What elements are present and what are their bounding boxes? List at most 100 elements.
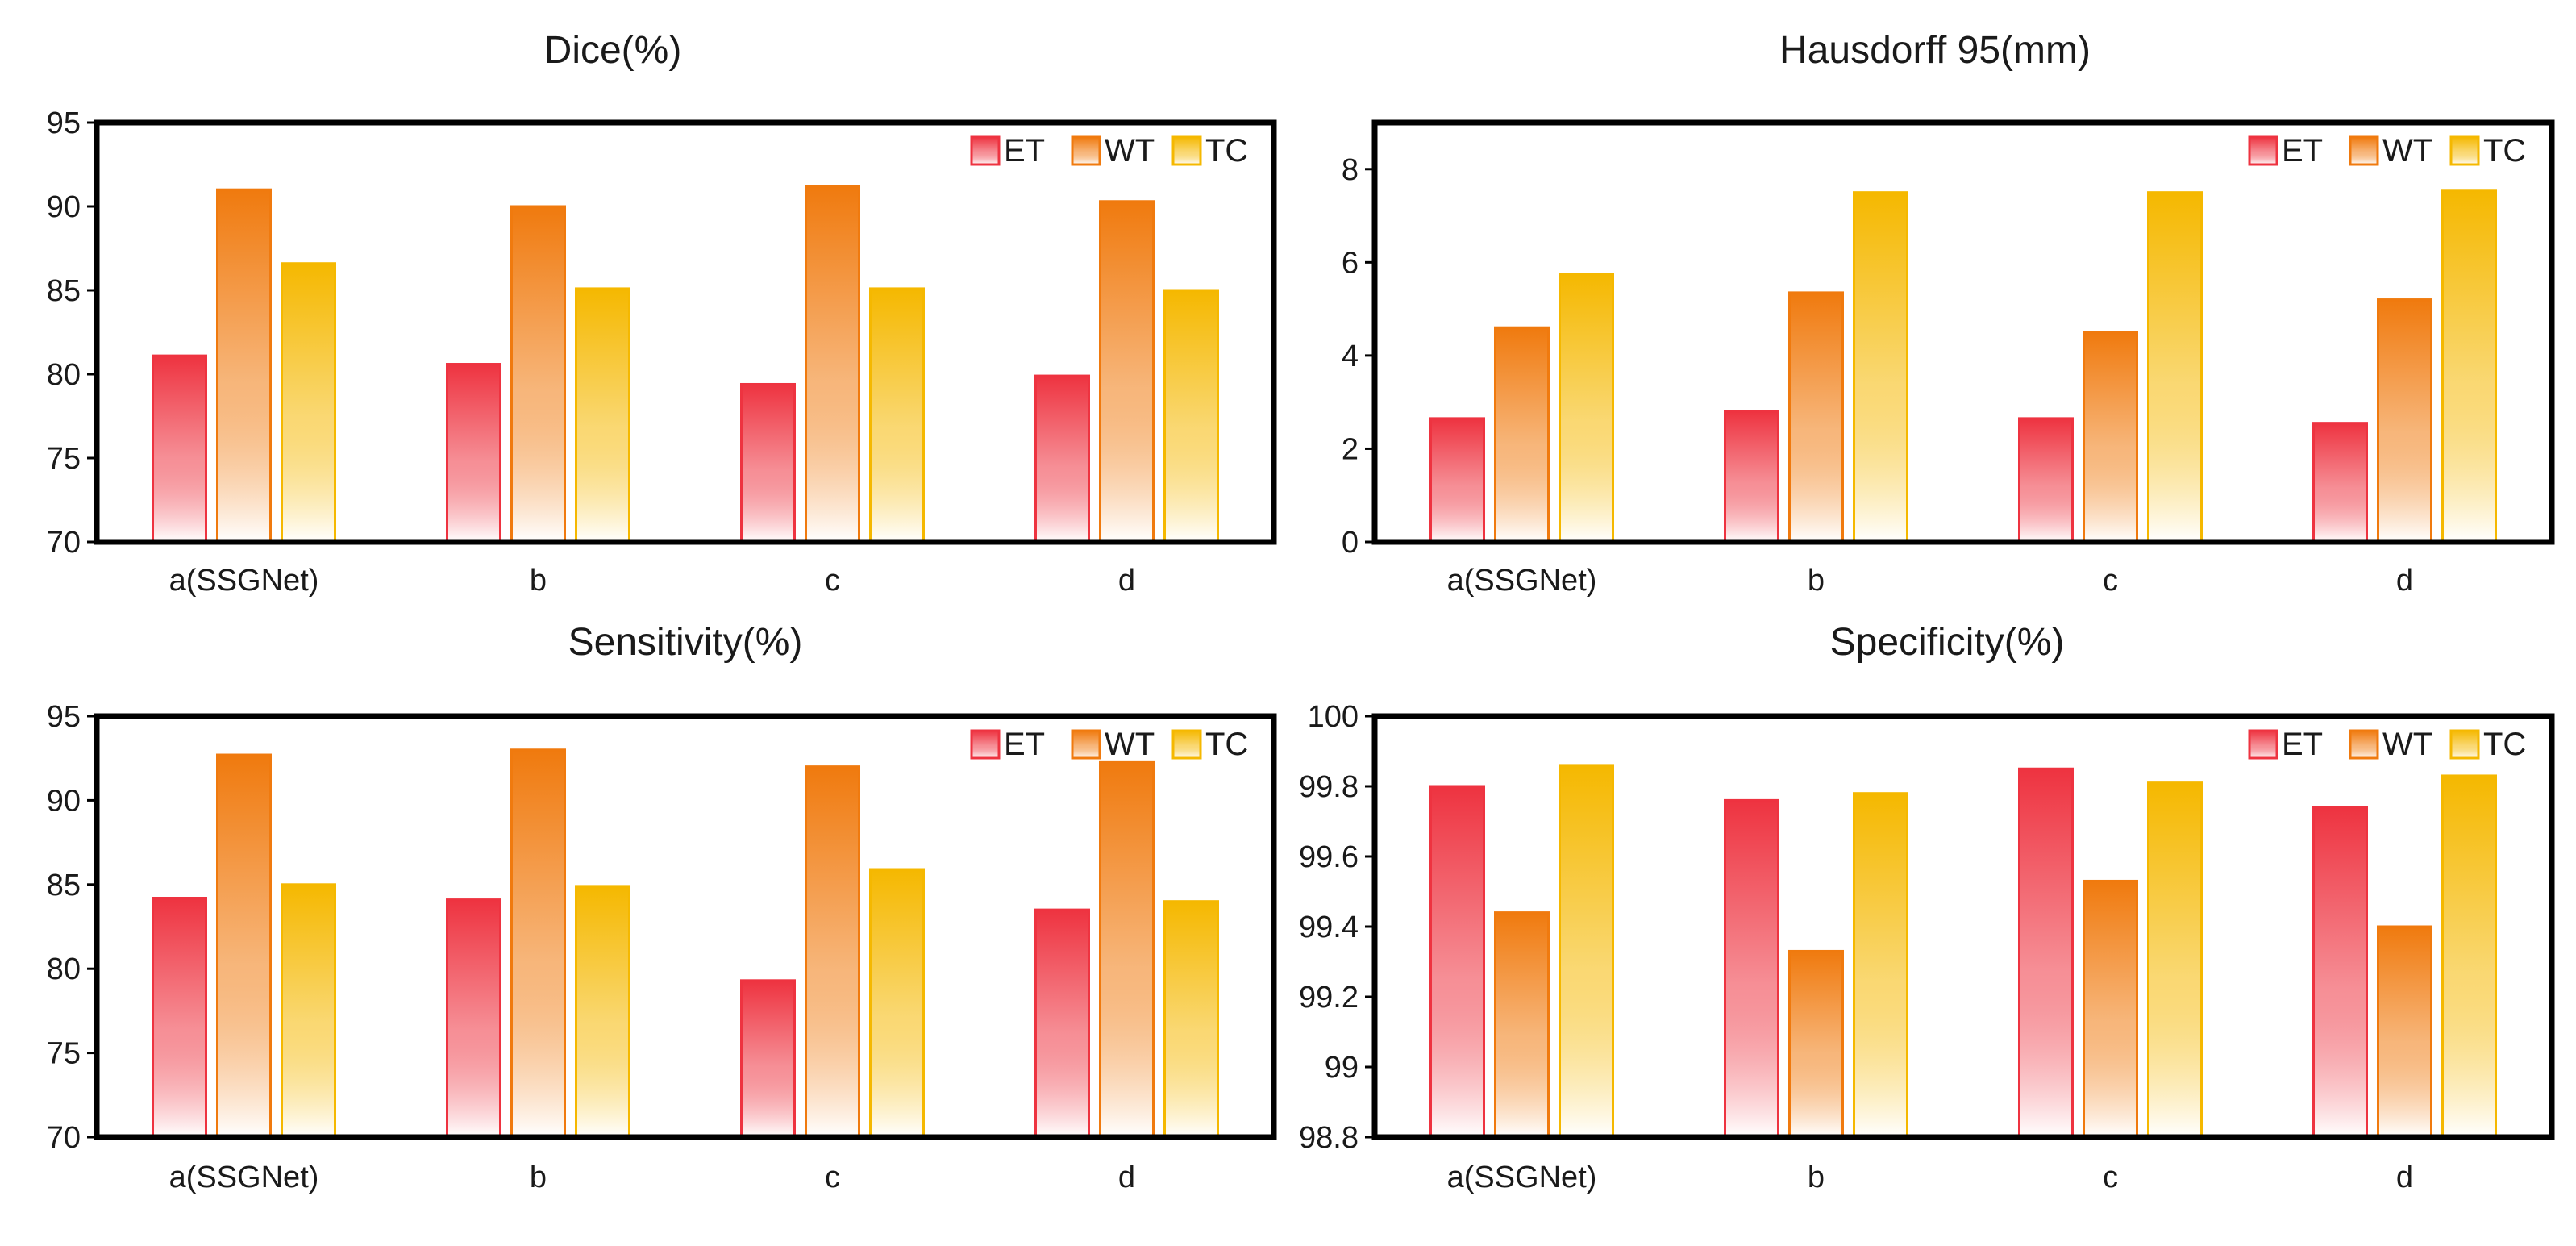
bar-wt-3 xyxy=(2083,331,2138,544)
legend-swatch-wt xyxy=(1071,135,1101,166)
legend-swatch-et xyxy=(970,135,1001,166)
bar-wt-4 xyxy=(2377,298,2432,544)
x-category-label: a(SSGNet) xyxy=(1447,564,1597,598)
x-category-label: a(SSGNet) xyxy=(169,564,319,598)
y-tick-label: 80 xyxy=(47,952,81,986)
y-tick-label: 100 xyxy=(1308,700,1359,734)
legend-label-tc: TC xyxy=(1205,133,1248,169)
bar-et-3 xyxy=(740,382,796,544)
legend-label-wt: WT xyxy=(2382,727,2432,762)
x-category-label: b xyxy=(530,564,547,598)
legend-label-tc: TC xyxy=(2483,133,2526,169)
y-tick-label: 70 xyxy=(47,526,81,560)
legend-swatch-et xyxy=(2248,135,2278,166)
bar-wt-2 xyxy=(510,748,566,1139)
x-category-label: c xyxy=(2103,564,2118,598)
plot-frame xyxy=(94,713,1277,1140)
legend-label-wt: WT xyxy=(2382,133,2432,169)
y-tick-label: 99 xyxy=(1325,1051,1359,1085)
bar-tc-2 xyxy=(575,287,630,544)
x-category-label: b xyxy=(1808,1161,1825,1194)
legend-swatch-tc xyxy=(2449,135,2480,166)
chart-panel-2: Hausdorff 95(mm) 0 2 4 6 8 a(SSGNet) b c d ET WT TC xyxy=(1342,29,2555,598)
y-tick-label: 99.2 xyxy=(1299,981,1359,1015)
bar-wt-3 xyxy=(805,765,860,1139)
y-tick-label: 99.8 xyxy=(1299,770,1359,804)
bar-et-4 xyxy=(1034,908,1090,1139)
bar-tc-4 xyxy=(1163,289,1219,544)
bar-et-1 xyxy=(152,354,207,544)
bar-wt-4 xyxy=(1099,760,1155,1139)
bar-tc-4 xyxy=(2441,774,2497,1139)
y-tick-label: 85 xyxy=(47,869,81,902)
bar-tc-1 xyxy=(281,262,336,544)
bar-wt-1 xyxy=(216,753,272,1139)
bar-tc-3 xyxy=(2147,781,2203,1139)
y-tick-label: 85 xyxy=(47,274,81,308)
x-category-label: d xyxy=(1118,1161,1135,1194)
bar-et-3 xyxy=(740,979,796,1139)
chart-title: Hausdorff 95(mm) xyxy=(1779,29,2091,72)
y-tick-label: 99.6 xyxy=(1299,840,1359,874)
y-tick-label: 4 xyxy=(1342,340,1359,373)
legend-swatch-tc xyxy=(1171,135,1202,166)
bar-et-1 xyxy=(1429,785,1485,1139)
bar-et-4 xyxy=(2312,422,2368,544)
bar-tc-2 xyxy=(1853,191,1908,544)
y-tick-label: 0 xyxy=(1342,526,1359,560)
x-category-label: c xyxy=(825,1161,840,1194)
legend-label-et: ET xyxy=(1004,727,1045,762)
legend-swatch-wt xyxy=(1071,729,1101,760)
y-tick-label: 75 xyxy=(47,442,81,476)
x-category-label: a(SSGNet) xyxy=(1447,1161,1597,1194)
bar-et-3 xyxy=(2018,417,2074,544)
chart-panel-4: Specificity(%) 98.8 99 99.2 99.4 99.6 99.8 100 a… xyxy=(1299,621,2555,1194)
legend-label-et: ET xyxy=(2282,727,2323,762)
legend-swatch-wt xyxy=(2349,135,2379,166)
x-category-label: d xyxy=(2396,1161,2413,1194)
bar-wt-4 xyxy=(1099,200,1155,544)
bar-tc-2 xyxy=(1853,792,1908,1139)
bar-tc-1 xyxy=(1559,273,1614,544)
y-tick-label: 95 xyxy=(47,106,81,140)
chart-title: Sensitivity(%) xyxy=(568,621,803,664)
bar-wt-1 xyxy=(216,188,272,544)
bar-et-4 xyxy=(2312,806,2368,1139)
y-tick-label: 2 xyxy=(1342,432,1359,466)
y-tick-label: 99.4 xyxy=(1299,911,1359,944)
x-category-label: d xyxy=(1118,564,1135,598)
plot-frame xyxy=(1371,713,2555,1140)
y-tick-label: 95 xyxy=(47,700,81,734)
bar-et-4 xyxy=(1034,374,1090,544)
bar-et-3 xyxy=(2018,767,2074,1139)
bar-et-2 xyxy=(446,363,501,544)
legend-label-wt: WT xyxy=(1105,727,1155,762)
x-category-label: d xyxy=(2396,564,2413,598)
legend-label-et: ET xyxy=(1004,133,1045,169)
x-category-label: c xyxy=(825,564,840,598)
legend-label-wt: WT xyxy=(1105,133,1155,169)
y-tick-label: 90 xyxy=(47,190,81,224)
chart-panel-1: Dice(%) 70 75 80 85 90 95 a(SSGNet) b c d ET WT TC xyxy=(47,29,1277,598)
plot-frame xyxy=(94,119,1277,545)
bar-tc-1 xyxy=(1559,764,1614,1139)
legend-swatch-et xyxy=(2248,729,2278,760)
x-category-label: a(SSGNet) xyxy=(169,1161,319,1194)
y-tick-label: 8 xyxy=(1342,153,1359,187)
x-category-label: b xyxy=(1808,564,1825,598)
chart-panel-3: Sensitivity(%) 70 75 80 85 90 95 a(SSGNet) b c d ET… xyxy=(47,621,1277,1194)
bar-et-2 xyxy=(446,898,501,1139)
bar-wt-3 xyxy=(805,185,860,544)
legend-swatch-tc xyxy=(1171,729,1202,760)
x-category-label: b xyxy=(530,1161,547,1194)
bar-wt-4 xyxy=(2377,925,2432,1139)
y-tick-label: 70 xyxy=(47,1121,81,1155)
bar-et-1 xyxy=(1429,417,1485,544)
legend-label-tc: TC xyxy=(2483,727,2526,762)
plot-frame xyxy=(1371,119,2555,545)
legend-label-et: ET xyxy=(2282,133,2323,169)
y-tick-label: 90 xyxy=(47,784,81,818)
bar-tc-1 xyxy=(281,883,336,1139)
bar-tc-4 xyxy=(2441,189,2497,544)
chart-title: Dice(%) xyxy=(544,29,682,72)
